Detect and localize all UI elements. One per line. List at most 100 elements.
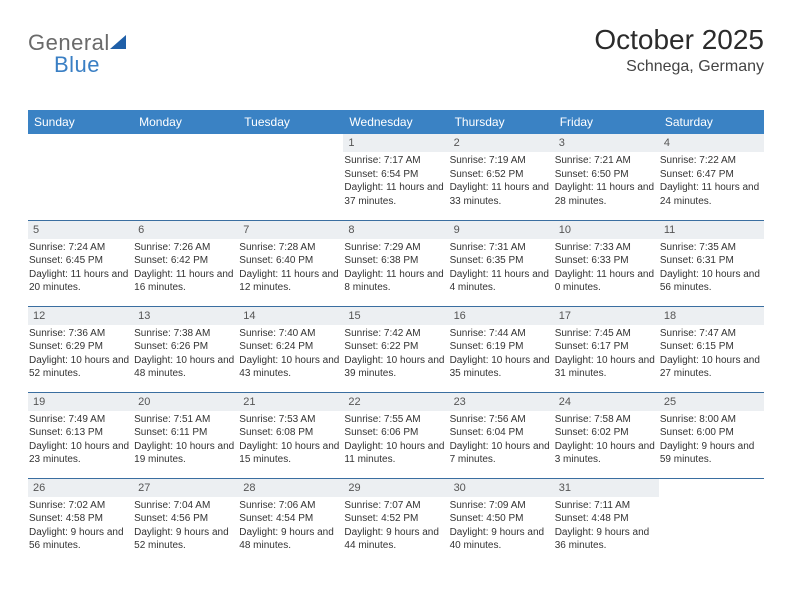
day-details: Sunrise: 7:33 AMSunset: 6:33 PMDaylight:…	[554, 239, 659, 295]
day-number: 14	[238, 307, 343, 325]
calendar-day-cell: 2Sunrise: 7:19 AMSunset: 6:52 PMDaylight…	[449, 134, 554, 220]
day-number: 8	[343, 221, 448, 239]
calendar-day-cell: 13Sunrise: 7:38 AMSunset: 6:26 PMDayligh…	[133, 306, 238, 392]
triangle-icon	[110, 35, 126, 49]
day-number: 15	[343, 307, 448, 325]
calendar-day-cell: 27Sunrise: 7:04 AMSunset: 4:56 PMDayligh…	[133, 478, 238, 564]
calendar-day-cell: 14Sunrise: 7:40 AMSunset: 6:24 PMDayligh…	[238, 306, 343, 392]
calendar-page: General October 2025 Schnega, Germany Bl…	[0, 0, 792, 564]
calendar-day-cell: 23Sunrise: 7:56 AMSunset: 6:04 PMDayligh…	[449, 392, 554, 478]
day-number: 16	[449, 307, 554, 325]
day-number: 18	[659, 307, 764, 325]
calendar-day-cell: 7Sunrise: 7:28 AMSunset: 6:40 PMDaylight…	[238, 220, 343, 306]
calendar-day-cell	[133, 134, 238, 220]
day-number: 10	[554, 221, 659, 239]
day-number: 24	[554, 393, 659, 411]
day-details: Sunrise: 7:07 AMSunset: 4:52 PMDaylight:…	[343, 497, 448, 553]
day-number: 30	[449, 479, 554, 497]
calendar-day-cell: 12Sunrise: 7:36 AMSunset: 6:29 PMDayligh…	[28, 306, 133, 392]
calendar-day-cell: 25Sunrise: 8:00 AMSunset: 6:00 PMDayligh…	[659, 392, 764, 478]
calendar-header: SundayMondayTuesdayWednesdayThursdayFrid…	[28, 110, 764, 134]
calendar-week-row: 5Sunrise: 7:24 AMSunset: 6:45 PMDaylight…	[28, 220, 764, 306]
day-details: Sunrise: 7:11 AMSunset: 4:48 PMDaylight:…	[554, 497, 659, 553]
weekday-header: Monday	[133, 110, 238, 134]
day-details: Sunrise: 7:22 AMSunset: 6:47 PMDaylight:…	[659, 152, 764, 208]
weekday-header: Wednesday	[343, 110, 448, 134]
day-details: Sunrise: 7:42 AMSunset: 6:22 PMDaylight:…	[343, 325, 448, 381]
day-details: Sunrise: 7:45 AMSunset: 6:17 PMDaylight:…	[554, 325, 659, 381]
day-details: Sunrise: 7:55 AMSunset: 6:06 PMDaylight:…	[343, 411, 448, 467]
day-number: 26	[28, 479, 133, 497]
day-number: 4	[659, 134, 764, 152]
day-number: 27	[133, 479, 238, 497]
calendar-day-cell: 11Sunrise: 7:35 AMSunset: 6:31 PMDayligh…	[659, 220, 764, 306]
calendar-week-row: 26Sunrise: 7:02 AMSunset: 4:58 PMDayligh…	[28, 478, 764, 564]
calendar-day-cell	[659, 478, 764, 564]
calendar-day-cell: 29Sunrise: 7:07 AMSunset: 4:52 PMDayligh…	[343, 478, 448, 564]
day-number: 5	[28, 221, 133, 239]
calendar-day-cell: 6Sunrise: 7:26 AMSunset: 6:42 PMDaylight…	[133, 220, 238, 306]
calendar-day-cell: 30Sunrise: 7:09 AMSunset: 4:50 PMDayligh…	[449, 478, 554, 564]
calendar-day-cell: 5Sunrise: 7:24 AMSunset: 6:45 PMDaylight…	[28, 220, 133, 306]
weekday-header: Sunday	[28, 110, 133, 134]
calendar-day-cell: 24Sunrise: 7:58 AMSunset: 6:02 PMDayligh…	[554, 392, 659, 478]
calendar-day-cell: 8Sunrise: 7:29 AMSunset: 6:38 PMDaylight…	[343, 220, 448, 306]
day-details: Sunrise: 7:26 AMSunset: 6:42 PMDaylight:…	[133, 239, 238, 295]
day-number: 9	[449, 221, 554, 239]
calendar-day-cell: 20Sunrise: 7:51 AMSunset: 6:11 PMDayligh…	[133, 392, 238, 478]
day-details: Sunrise: 7:36 AMSunset: 6:29 PMDaylight:…	[28, 325, 133, 381]
day-details: Sunrise: 7:02 AMSunset: 4:58 PMDaylight:…	[28, 497, 133, 553]
day-number: 31	[554, 479, 659, 497]
calendar-day-cell: 26Sunrise: 7:02 AMSunset: 4:58 PMDayligh…	[28, 478, 133, 564]
day-details: Sunrise: 7:38 AMSunset: 6:26 PMDaylight:…	[133, 325, 238, 381]
calendar-table: SundayMondayTuesdayWednesdayThursdayFrid…	[28, 110, 764, 564]
day-number: 13	[133, 307, 238, 325]
calendar-week-row: 1Sunrise: 7:17 AMSunset: 6:54 PMDaylight…	[28, 134, 764, 220]
day-number: 19	[28, 393, 133, 411]
weekday-header: Thursday	[449, 110, 554, 134]
day-number: 28	[238, 479, 343, 497]
day-number: 23	[449, 393, 554, 411]
calendar-day-cell: 21Sunrise: 7:53 AMSunset: 6:08 PMDayligh…	[238, 392, 343, 478]
day-details: Sunrise: 7:53 AMSunset: 6:08 PMDaylight:…	[238, 411, 343, 467]
day-details: Sunrise: 7:40 AMSunset: 6:24 PMDaylight:…	[238, 325, 343, 381]
weekday-header: Saturday	[659, 110, 764, 134]
calendar-week-row: 12Sunrise: 7:36 AMSunset: 6:29 PMDayligh…	[28, 306, 764, 392]
day-number: 21	[238, 393, 343, 411]
month-title: October 2025	[594, 24, 764, 56]
calendar-day-cell: 28Sunrise: 7:06 AMSunset: 4:54 PMDayligh…	[238, 478, 343, 564]
weekday-header: Tuesday	[238, 110, 343, 134]
day-details: Sunrise: 7:51 AMSunset: 6:11 PMDaylight:…	[133, 411, 238, 467]
day-number: 6	[133, 221, 238, 239]
calendar-day-cell	[238, 134, 343, 220]
calendar-day-cell	[28, 134, 133, 220]
day-number: 2	[449, 134, 554, 152]
day-number: 25	[659, 393, 764, 411]
calendar-body: 1Sunrise: 7:17 AMSunset: 6:54 PMDaylight…	[28, 134, 764, 564]
day-details: Sunrise: 7:49 AMSunset: 6:13 PMDaylight:…	[28, 411, 133, 467]
day-details: Sunrise: 7:04 AMSunset: 4:56 PMDaylight:…	[133, 497, 238, 553]
day-details: Sunrise: 7:09 AMSunset: 4:50 PMDaylight:…	[449, 497, 554, 553]
calendar-day-cell: 15Sunrise: 7:42 AMSunset: 6:22 PMDayligh…	[343, 306, 448, 392]
calendar-day-cell: 3Sunrise: 7:21 AMSunset: 6:50 PMDaylight…	[554, 134, 659, 220]
header-row: General October 2025 Schnega, Germany	[28, 24, 764, 76]
day-number: 7	[238, 221, 343, 239]
day-number: 11	[659, 221, 764, 239]
day-details: Sunrise: 7:21 AMSunset: 6:50 PMDaylight:…	[554, 152, 659, 208]
title-block: October 2025 Schnega, Germany	[594, 24, 764, 76]
calendar-day-cell: 16Sunrise: 7:44 AMSunset: 6:19 PMDayligh…	[449, 306, 554, 392]
day-details: Sunrise: 7:06 AMSunset: 4:54 PMDaylight:…	[238, 497, 343, 553]
location-label: Schnega, Germany	[594, 58, 764, 76]
day-details: Sunrise: 7:31 AMSunset: 6:35 PMDaylight:…	[449, 239, 554, 295]
brand-part2-wrap: Blue	[54, 52, 100, 78]
day-number: 17	[554, 307, 659, 325]
day-number: 1	[343, 134, 448, 152]
calendar-day-cell: 18Sunrise: 7:47 AMSunset: 6:15 PMDayligh…	[659, 306, 764, 392]
day-number: 22	[343, 393, 448, 411]
calendar-day-cell: 10Sunrise: 7:33 AMSunset: 6:33 PMDayligh…	[554, 220, 659, 306]
calendar-day-cell: 31Sunrise: 7:11 AMSunset: 4:48 PMDayligh…	[554, 478, 659, 564]
day-details: Sunrise: 7:47 AMSunset: 6:15 PMDaylight:…	[659, 325, 764, 381]
day-details: Sunrise: 7:58 AMSunset: 6:02 PMDaylight:…	[554, 411, 659, 467]
day-details: Sunrise: 7:56 AMSunset: 6:04 PMDaylight:…	[449, 411, 554, 467]
day-details: Sunrise: 7:24 AMSunset: 6:45 PMDaylight:…	[28, 239, 133, 295]
